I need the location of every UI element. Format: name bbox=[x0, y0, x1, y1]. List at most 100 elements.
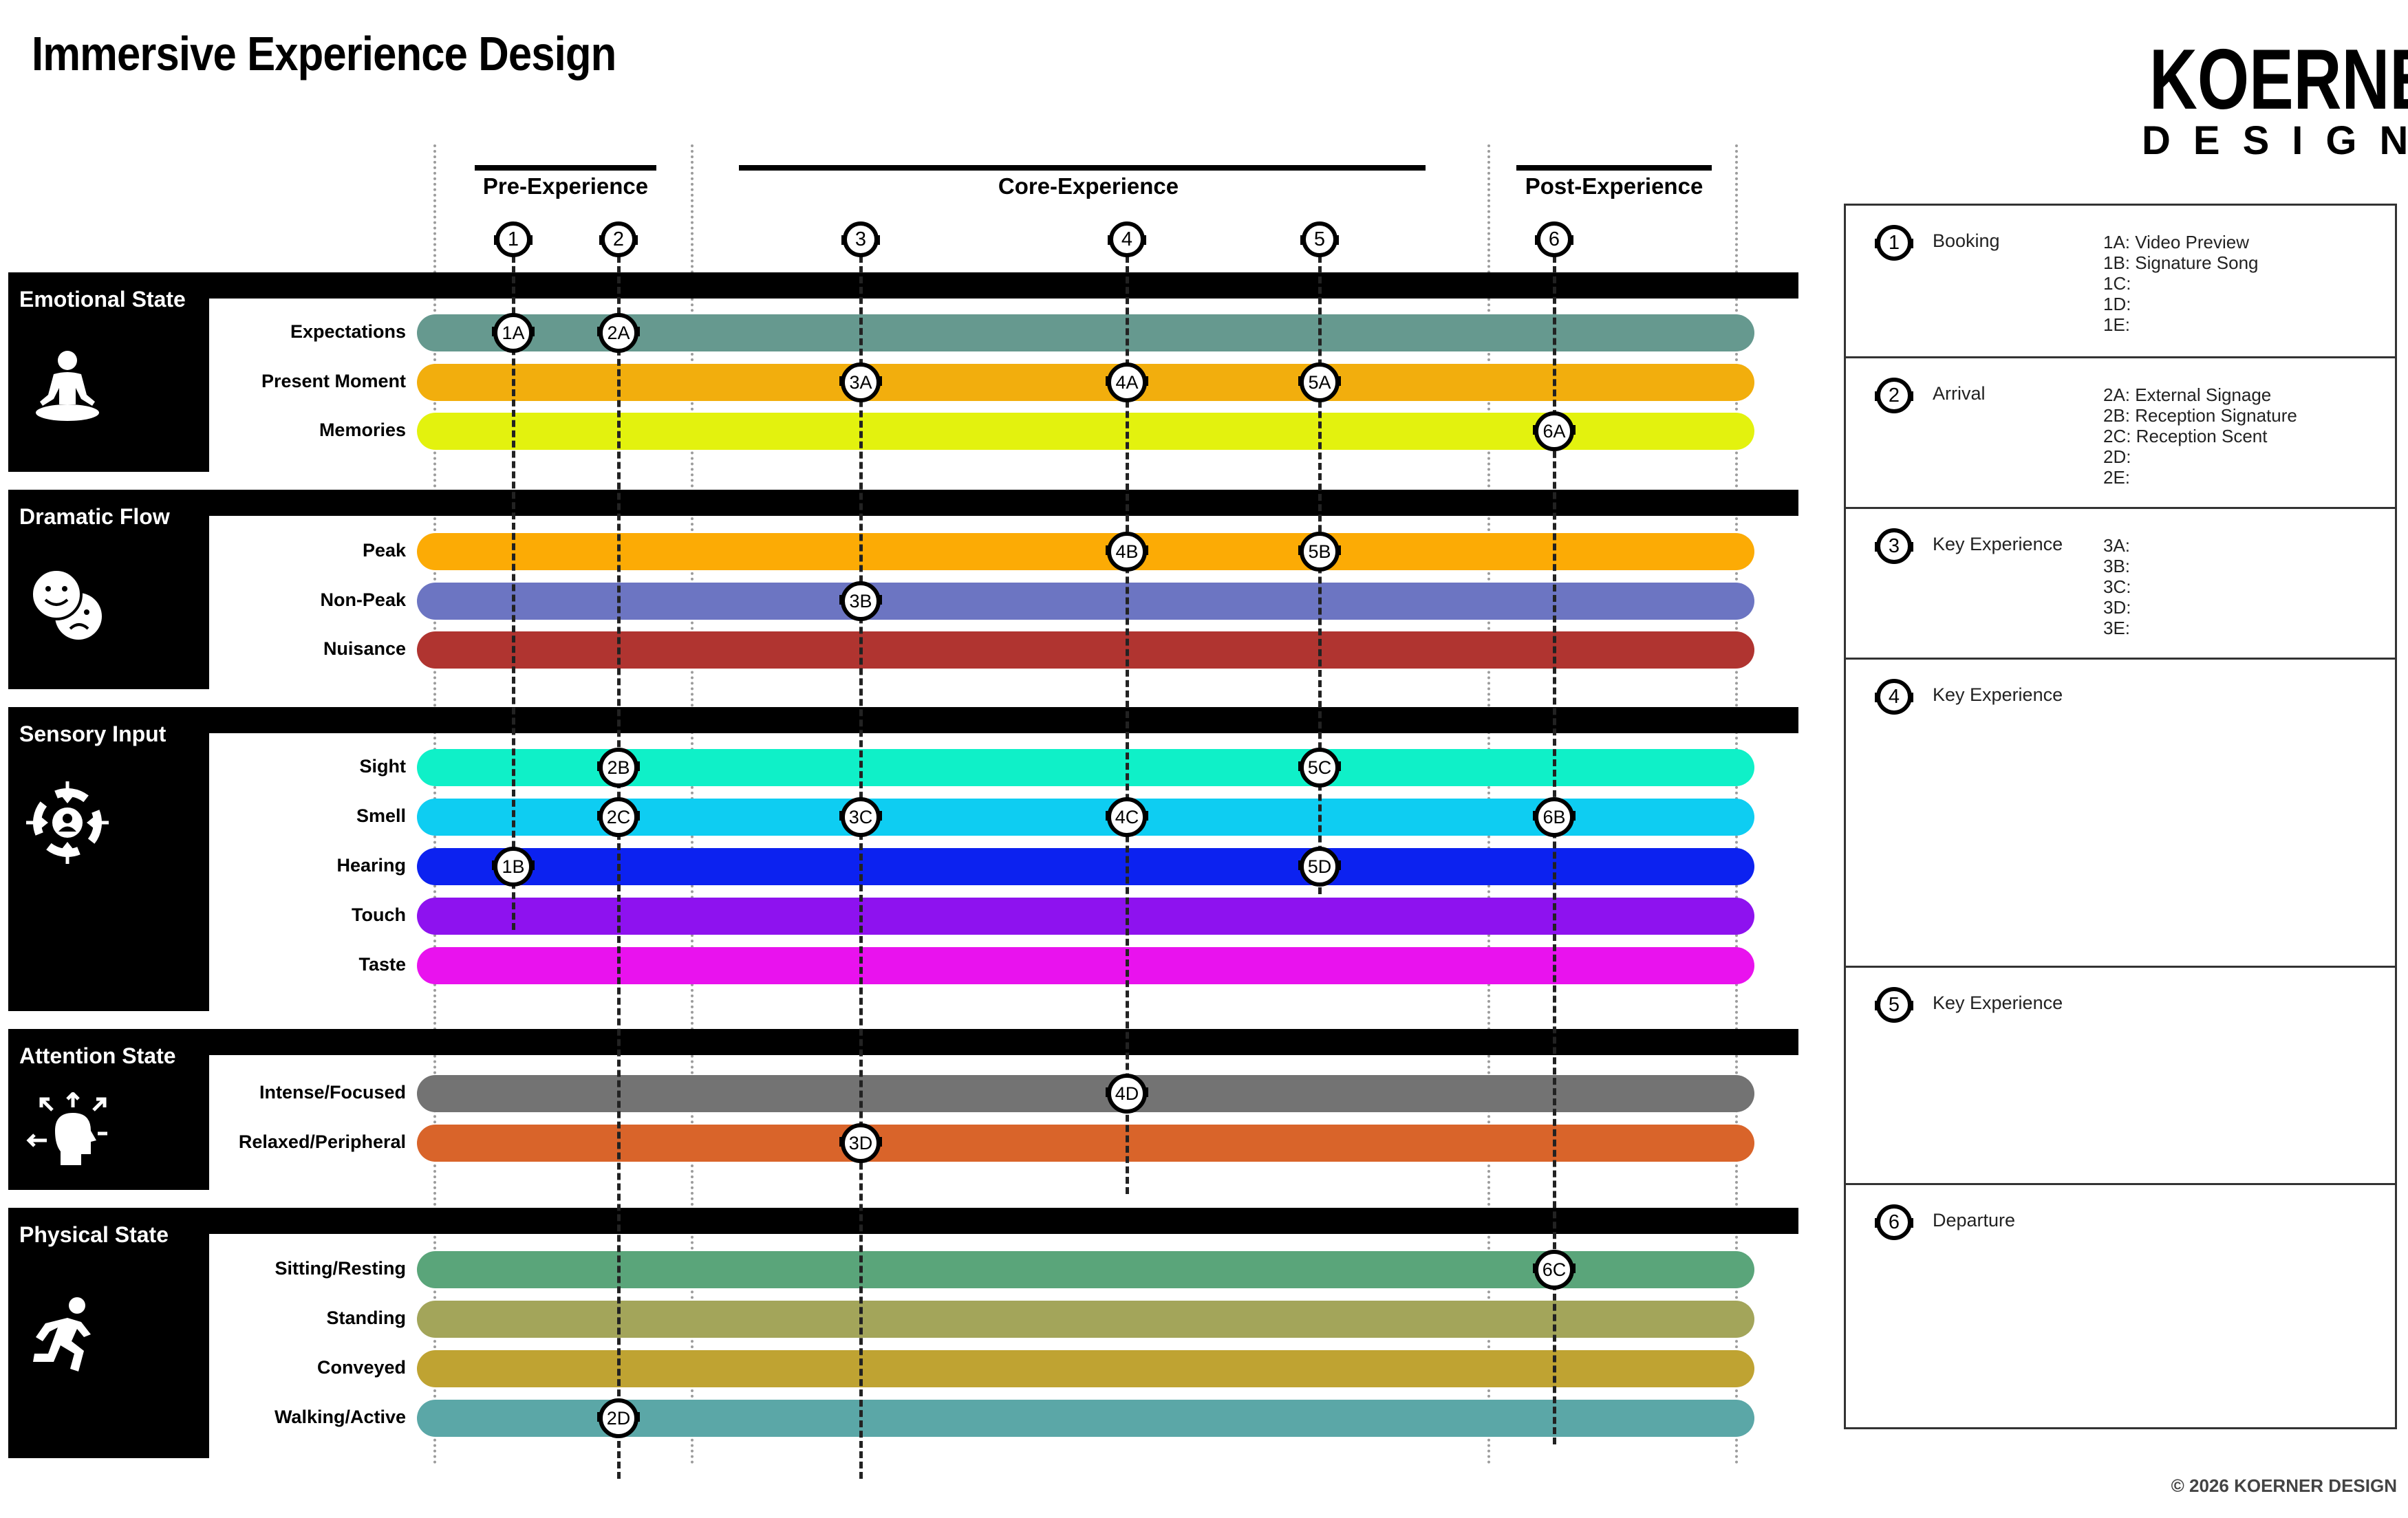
row-label: Nuisance bbox=[323, 638, 406, 659]
touchpoint-marker: 6A bbox=[1533, 411, 1576, 451]
step-card-title: Arrival bbox=[1933, 383, 1986, 404]
touchpoint-marker: 6C bbox=[1533, 1250, 1576, 1290]
step-card-number: 3 bbox=[1875, 528, 1913, 564]
row-label: Sight bbox=[359, 756, 407, 777]
step-card: 1 Booking 1A: Video Preview 1B: Signature S… bbox=[1846, 206, 2395, 358]
category-band-sensory-input bbox=[8, 707, 1798, 733]
step-card-number: 1 bbox=[1875, 225, 1913, 261]
row-label: Memories bbox=[319, 420, 406, 440]
step-card-details: 1A: Video Preview 1B: Signature Song 1C: 1D… bbox=[2103, 232, 2259, 335]
step-timeline bbox=[1126, 256, 1129, 1194]
category-title: Sensory Input bbox=[19, 722, 166, 746]
state-track bbox=[417, 848, 1754, 885]
touchpoint-marker: 6B bbox=[1533, 797, 1576, 837]
logo-subtitle: DESIGN bbox=[2142, 118, 2408, 163]
step-card-title: Key Experience bbox=[1933, 534, 2063, 554]
category-attention-state: Attention State bbox=[8, 1029, 209, 1190]
step-card: 5 Key Experience bbox=[1846, 968, 2395, 1185]
row-label: Touch bbox=[352, 904, 406, 925]
step-card-detail: 1E: bbox=[2103, 314, 2131, 335]
touchpoint-marker: 2C bbox=[597, 797, 640, 837]
state-track bbox=[417, 314, 1754, 351]
step-card-title: Departure bbox=[1933, 1210, 2016, 1230]
step-card-detail: 1C: bbox=[2103, 273, 2131, 294]
touchpoint-marker: 3D bbox=[839, 1123, 882, 1163]
step-number-marker: 6 bbox=[1535, 221, 1573, 257]
category-band-emotional-state bbox=[8, 272, 1798, 299]
state-track bbox=[417, 1251, 1754, 1288]
touchpoint-marker: 4B bbox=[1106, 532, 1148, 572]
step-timeline bbox=[859, 256, 863, 1479]
running-person-icon bbox=[33, 1297, 91, 1371]
touchpoint-marker: 4D bbox=[1106, 1074, 1148, 1114]
category-emotional-state: Emotional State bbox=[8, 272, 209, 472]
touchpoint-marker: 3B bbox=[839, 581, 882, 621]
step-card-detail: 3D: bbox=[2103, 597, 2131, 618]
phase-label-post: Post-Experience bbox=[1525, 173, 1703, 199]
step-timeline bbox=[1553, 256, 1556, 1444]
category-title: Dramatic Flow bbox=[19, 504, 170, 529]
step-number-marker: 3 bbox=[841, 221, 880, 257]
step-card: 3 Key Experience 3A: 3B: 3C: 3D: 3E: bbox=[1846, 509, 2395, 660]
row-label: Relaxed/Peripheral bbox=[238, 1131, 406, 1152]
step-card-title: Key Experience bbox=[1933, 684, 2063, 705]
phase-bar-core bbox=[739, 165, 1426, 171]
touchpoint-marker: 5B bbox=[1298, 532, 1341, 572]
touchpoint-marker: 3A bbox=[839, 362, 882, 402]
row-label: Smell bbox=[356, 805, 406, 826]
step-card-detail: 2E: bbox=[2103, 467, 2131, 488]
step-number-marker: 2 bbox=[599, 221, 638, 257]
row-label: Expectations bbox=[290, 321, 406, 342]
row-label: Conveyed bbox=[316, 1357, 406, 1378]
step-card-detail: 1A: Video Preview bbox=[2103, 232, 2249, 252]
category-sensory-input: Sensory Input bbox=[8, 707, 209, 1011]
step-card: 6 Departure bbox=[1846, 1185, 2395, 1431]
step-timeline bbox=[1318, 256, 1322, 894]
row-label: Hearing bbox=[336, 855, 406, 876]
step-timeline bbox=[512, 256, 515, 930]
experience-diagram: Pre-Experience Core-Experience Post-Expe… bbox=[8, 144, 1798, 1479]
step-card-detail: 2B: Reception Signature bbox=[2103, 405, 2297, 426]
row-label: Walking/Active bbox=[274, 1407, 406, 1427]
row-label: Sitting/Resting bbox=[275, 1258, 407, 1279]
state-track bbox=[417, 1075, 1754, 1112]
touchpoint-marker: 3C bbox=[839, 797, 882, 837]
row-label: Non-Peak bbox=[320, 589, 406, 610]
touchpoint-marker: 1A bbox=[492, 313, 535, 353]
touchpoint-marker: 5C bbox=[1298, 748, 1341, 788]
category-title: Emotional State bbox=[19, 287, 186, 312]
category-band-attention-state bbox=[8, 1029, 1798, 1055]
step-card-detail: 3B: bbox=[2103, 556, 2131, 576]
row-label: Peak bbox=[362, 540, 406, 561]
state-track bbox=[417, 799, 1754, 836]
step-legend-panel: 1 Booking 1A: Video Preview 1B: Signature S… bbox=[1844, 204, 2397, 1429]
category-physical-state: Physical State bbox=[8, 1208, 209, 1458]
koerner-design-logo: KOERNER DESIGN bbox=[2119, 32, 2408, 164]
step-number-marker: 4 bbox=[1108, 221, 1146, 257]
state-track bbox=[417, 1125, 1754, 1162]
category-band-physical-state bbox=[8, 1208, 1798, 1234]
step-card-number: 6 bbox=[1875, 1204, 1913, 1240]
step-card-details: 2A: External Signage 2B: Reception Signat… bbox=[2103, 384, 2297, 488]
touchpoint-marker: 5A bbox=[1298, 362, 1341, 402]
step-card-detail: 3E: bbox=[2103, 618, 2131, 638]
phase-label-pre: Pre-Experience bbox=[482, 173, 649, 199]
touchpoint-marker: 2A bbox=[597, 313, 640, 353]
row-label: Present Moment bbox=[261, 371, 406, 391]
step-card-title: Key Experience bbox=[1933, 993, 2063, 1013]
copyright: © 2026 KOERNER DESIGN bbox=[2171, 1475, 2397, 1496]
step-card: 2 Arrival 2A: External Signage 2B: Receptio… bbox=[1846, 358, 2395, 509]
state-track bbox=[417, 413, 1754, 450]
row-label: Standing bbox=[326, 1308, 407, 1328]
phase-bar-pre bbox=[475, 165, 656, 171]
step-card-detail: 1B: Signature Song bbox=[2103, 252, 2259, 273]
touchpoint-marker: 2B bbox=[597, 748, 640, 788]
touchpoint-marker: 4A bbox=[1106, 362, 1148, 402]
step-card-details: 3A: 3B: 3C: 3D: 3E: bbox=[2103, 535, 2131, 638]
step-number-marker: 5 bbox=[1300, 221, 1339, 257]
touchpoint-marker: 4C bbox=[1106, 797, 1148, 837]
step-card-detail: 2D: bbox=[2103, 446, 2131, 467]
step-card-detail: 3C: bbox=[2103, 576, 2131, 597]
state-track bbox=[417, 749, 1754, 786]
logo-wordmark: KOERNER bbox=[2149, 32, 2408, 127]
